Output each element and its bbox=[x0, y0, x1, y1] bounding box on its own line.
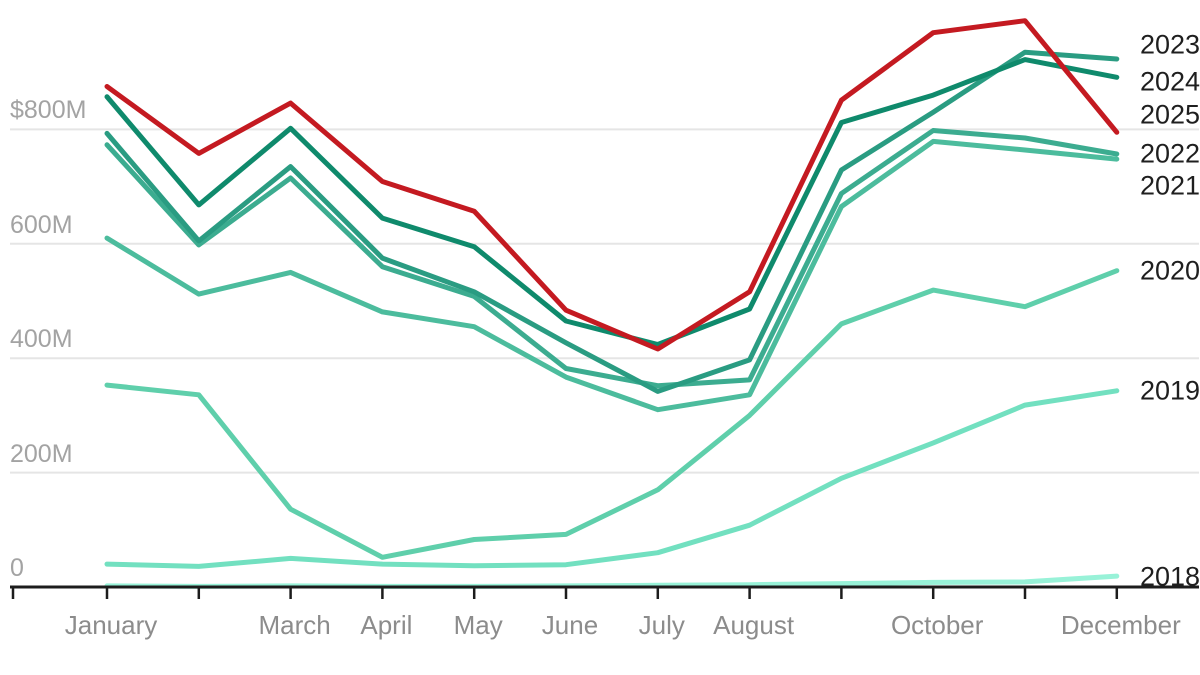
series-line-2021[interactable] bbox=[104, 138, 1120, 413]
series-label-2025: 2025 bbox=[1140, 99, 1200, 130]
x-axis-label-march: March bbox=[258, 610, 331, 640]
y-axis-label-600: 600M bbox=[10, 210, 73, 239]
x-axis-label-october: October bbox=[890, 610, 984, 640]
series-label-2019: 2019 bbox=[1140, 375, 1200, 406]
series-line-2019[interactable] bbox=[104, 388, 1120, 569]
x-axis-label-july: July bbox=[638, 610, 685, 640]
y-axis-label-0: 0 bbox=[10, 554, 24, 582]
series-line-2025[interactable] bbox=[104, 18, 1120, 352]
series-line-2020[interactable] bbox=[104, 268, 1120, 560]
series-line-2022[interactable] bbox=[104, 128, 1120, 389]
series-line-2024[interactable] bbox=[104, 57, 1120, 347]
series-label-2021: 2021 bbox=[1140, 170, 1200, 201]
series-label-2023: 2023 bbox=[1140, 29, 1200, 60]
series-label-2024: 2024 bbox=[1140, 66, 1200, 97]
x-axis-label-december: December bbox=[1060, 610, 1181, 640]
y-axis-label-800: $800M bbox=[10, 96, 87, 125]
series-line-2023[interactable] bbox=[104, 49, 1120, 394]
x-axis-label-april: April bbox=[360, 610, 413, 640]
series-label-2018: 2018 bbox=[1140, 561, 1200, 592]
series-line-2018[interactable] bbox=[104, 573, 1120, 589]
series-label-2020: 2020 bbox=[1140, 255, 1200, 286]
x-axis-label-may: May bbox=[453, 610, 503, 640]
y-axis-label-200: 200M bbox=[10, 439, 73, 468]
x-axis-label-august: August bbox=[713, 610, 795, 640]
series-label-2022: 2022 bbox=[1140, 138, 1200, 169]
x-axis-label-january: January bbox=[64, 610, 158, 640]
x-axis-label-june: June bbox=[541, 610, 599, 640]
y-axis-label-400: 400M bbox=[10, 325, 73, 354]
